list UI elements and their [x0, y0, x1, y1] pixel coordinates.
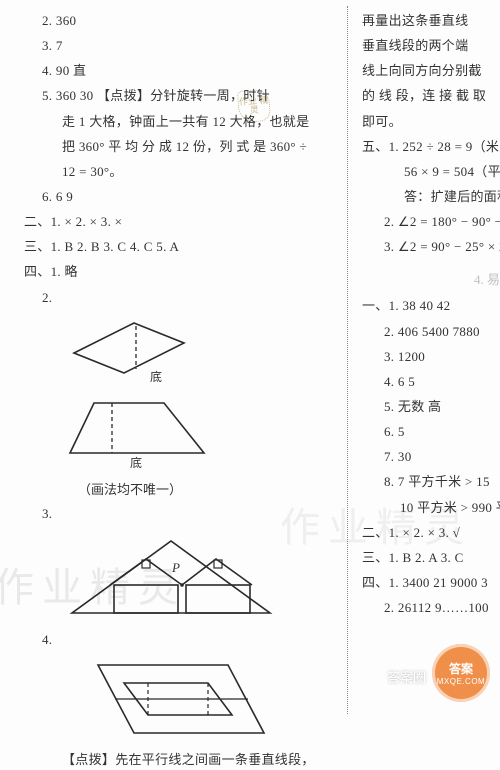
ans-line: 即可。	[362, 112, 500, 132]
ans-line: 垂直线段的两个端	[362, 36, 500, 56]
q4-label: 4.	[18, 630, 337, 650]
page-two-column: 2. 360 3. 7 4. 90 直 5. 360 30 【点拨】分针旋转一周…	[0, 0, 500, 714]
ans-line: 三、1. B 2. B 3. C 4. C 5. A	[18, 237, 337, 257]
ans-line: 答：扩建后的面积是	[362, 187, 500, 207]
ans-line: 线上向同方向分别截	[362, 61, 500, 81]
ans-line: 把 360° 平 均 分 成 12 份，列 式 是 360° ÷	[18, 137, 337, 157]
hint-line: 【点拨】先在平行线之间画一条垂直线段，	[18, 750, 337, 770]
figure-caption: （画法均不唯一）	[18, 479, 337, 498]
section-header-faint: 4. 易错题	[362, 269, 500, 288]
badge-subtitle: MXQE.COM	[437, 677, 485, 686]
figure-trapezoid: 底	[64, 393, 337, 475]
q2-label: 2.	[18, 288, 337, 308]
trapezoid-outline	[70, 403, 204, 453]
badge-title: 答案	[449, 660, 473, 677]
point-p: P	[171, 560, 180, 575]
figure-houses-in-triangle: P	[64, 529, 337, 625]
ans-line: 3. ∠2 = 90° − 25° × 2 =	[362, 237, 500, 257]
ans-line: 四、1. 3400 21 9000 3	[362, 573, 500, 593]
figure-nested-parallelogram	[58, 655, 337, 745]
ans-line: 五、1. 252 ÷ 28 = 9（米）	[362, 137, 500, 157]
ans-line: 走 1 大格，钟面上一共有 12 大格，也就是	[18, 112, 337, 132]
ans-line: 7. 30	[362, 447, 500, 467]
ans-line: 8. 7 平方千米 > 15	[362, 472, 500, 492]
ans-line: 5. 无数 高	[362, 397, 500, 417]
q3-label: 3.	[18, 504, 337, 524]
ans-line: 二、1. × 2. × 3. ×	[18, 212, 337, 232]
ans-line: 2. 26112 9……100 （	[362, 598, 500, 618]
ans-line: 3. 7	[18, 36, 337, 56]
ans-line: 6. 5	[362, 422, 500, 442]
ans-line: 的 线 段，连 接 截 取	[362, 86, 500, 106]
parallelogram-outline	[74, 323, 184, 373]
ans-line: 再量出这条垂直线	[362, 11, 500, 31]
base-label: 底	[130, 455, 142, 470]
house-b-body	[186, 585, 250, 613]
house-a-body	[114, 585, 178, 613]
figure-parallelogram: 底	[64, 313, 337, 389]
corner-site-text: 答案圈	[387, 667, 426, 686]
right-column: 再量出这条垂直线 垂直线段的两个端 线上向同方向分别截 的 线 段，连 接 截 …	[348, 6, 500, 714]
ans-line: 6. 6 9	[18, 187, 337, 207]
ans-line: 2. 360	[18, 11, 337, 31]
ans-line: 10 平方米 > 990 平	[362, 498, 500, 518]
left-column: 2. 360 3. 7 4. 90 直 5. 360 30 【点拨】分针旋转一周…	[18, 6, 348, 714]
roof-b	[182, 559, 252, 585]
ans-line: 4. 6 5	[362, 372, 500, 392]
ans-line: 三、1. B 2. A 3. C	[362, 548, 500, 568]
site-badge: 答案 MXQE.COM	[432, 644, 490, 702]
ans-line: 一、1. 38 40 42	[362, 296, 500, 316]
ans-line: 2. 406 5400 7880	[362, 322, 500, 342]
ans-line: 二、1. × 2. × 3. √	[362, 523, 500, 543]
ans-line: 12 = 30°。	[18, 162, 337, 182]
point-p-dot	[180, 583, 184, 587]
ans-line: 2. ∠2 = 180° − 90° − 3	[362, 212, 500, 232]
ans-line: 5. 360 30 【点拨】分针旋转一周，时针	[18, 86, 337, 106]
ans-line: 4. 90 直	[18, 61, 337, 81]
ans-line: 3. 1200	[362, 347, 500, 367]
ans-line: 56 × 9 = 504（平方	[362, 162, 500, 182]
base-label: 底	[150, 369, 162, 384]
ans-line: 四、1. 略	[18, 262, 337, 282]
